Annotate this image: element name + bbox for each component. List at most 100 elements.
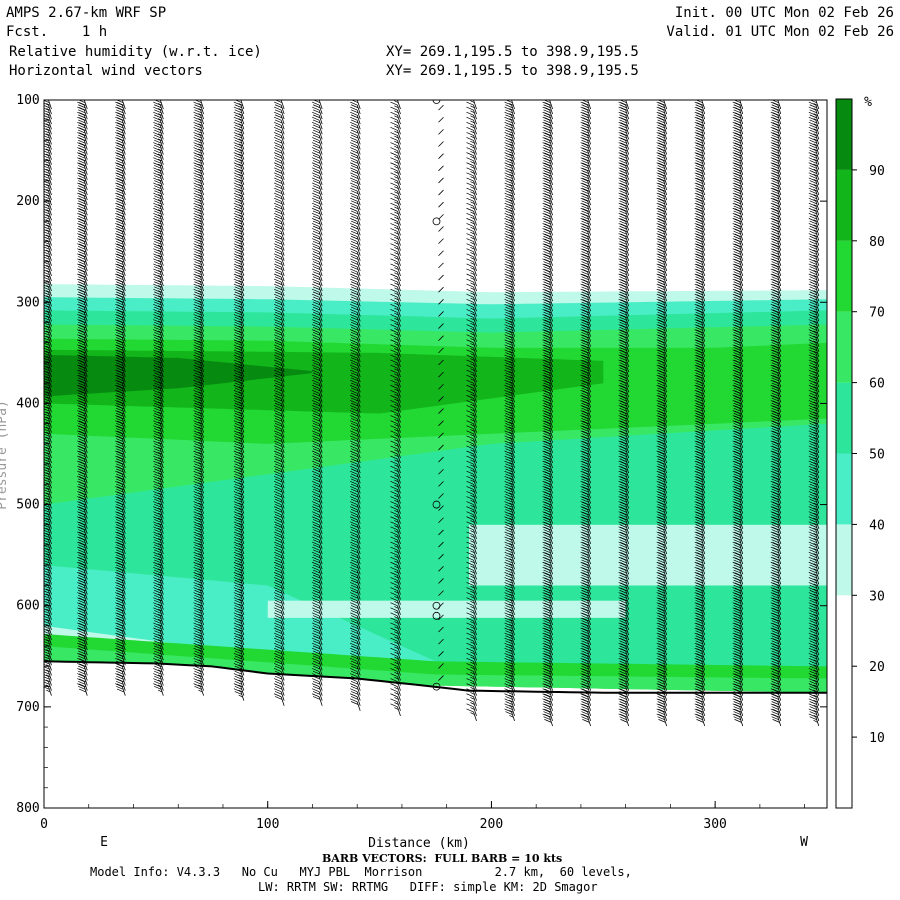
wind-barb-half-flag — [198, 416, 203, 420]
wind-barb — [48, 565, 52, 575]
wind-barb — [48, 266, 52, 277]
wind-barb — [240, 170, 245, 180]
wind-barb — [83, 565, 88, 575]
wind-barb-flag — [234, 615, 242, 619]
wind-barb-half-flag — [198, 573, 203, 577]
wind-barb-flag — [194, 215, 202, 220]
wind-barb-flag — [44, 656, 50, 660]
wind-barb — [83, 216, 88, 226]
wind-barb-flag — [194, 392, 202, 397]
wind-barb — [200, 489, 204, 499]
wind-barb-flag — [44, 669, 49, 672]
wind-barb-flag — [466, 238, 474, 242]
wind-barb-half-flag — [157, 482, 163, 485]
wind-barb-flag — [234, 185, 242, 189]
wind-barb-half-flag — [238, 386, 243, 389]
wind-barb-flag — [154, 509, 162, 513]
wind-barb-flag — [115, 435, 123, 440]
wind-barb-half-flag — [157, 583, 163, 587]
wind-barb — [159, 504, 164, 514]
wind-barb — [240, 155, 245, 165]
wind-barb-flag — [116, 542, 125, 546]
wind-barb-flag — [193, 319, 201, 323]
wind-barb-flag — [44, 489, 50, 493]
wind-barb-flag — [116, 170, 124, 174]
wind-barb-flag — [153, 541, 161, 546]
wind-barb-flag — [77, 617, 85, 622]
wind-barb-flag — [77, 288, 85, 293]
wind-barb-flag — [116, 461, 125, 465]
wind-barb-flag — [193, 127, 201, 131]
wind-barb — [121, 590, 126, 600]
wind-barb-flag — [312, 230, 321, 235]
wind-barb-flag — [44, 208, 49, 212]
wind-barb-flag — [274, 417, 283, 422]
wind-barb-flag — [78, 675, 86, 680]
wind-barb-flag — [273, 157, 282, 162]
wind-barb-half-flag — [238, 320, 243, 324]
wind-barb-flag — [193, 486, 201, 490]
wind-barb-flag — [115, 182, 123, 187]
wind-barb-flag — [44, 112, 49, 116]
wind-barb — [318, 347, 323, 357]
wind-barb-half-flag — [157, 199, 163, 202]
wind-barb-flag — [78, 673, 87, 678]
wind-barb — [83, 671, 88, 681]
wind-barb-flag — [78, 324, 87, 329]
wind-barb — [121, 266, 126, 277]
wind-barb-flag — [116, 526, 125, 531]
wind-barb-flag — [193, 253, 201, 258]
wind-barb-flag — [193, 678, 201, 682]
wind-barb-flag — [78, 190, 86, 195]
wind-barb-flag — [312, 347, 321, 351]
wind-barb-flag — [274, 180, 283, 184]
wind-barb-flag — [312, 309, 320, 313]
wind-barb-flag — [390, 157, 398, 162]
wind-barb-flag — [77, 389, 85, 394]
wind-barb-flag — [116, 149, 124, 154]
wind-barb-flag — [194, 362, 202, 366]
wind-barb — [159, 332, 164, 342]
wind-barb-flag — [234, 503, 242, 508]
wind-barb-flag — [193, 106, 201, 111]
wind-barb-half-flag — [198, 462, 203, 465]
wind-barb-flag — [234, 205, 242, 210]
wind-barb-half-flag — [198, 224, 203, 228]
wind-barb-flag — [273, 420, 282, 424]
wind-barb-flag — [233, 632, 242, 637]
wind-barb-flag — [116, 193, 125, 197]
wind-barb-half-flag — [198, 320, 203, 324]
wind-barb-flag — [116, 471, 125, 475]
wind-barb-flag — [78, 688, 87, 693]
wind-barb — [159, 206, 164, 216]
wind-barb-flag — [78, 167, 87, 172]
wind-barb-flag — [116, 220, 124, 225]
wind-barb-flag — [115, 531, 123, 536]
wind-barb-flag — [78, 516, 87, 521]
wind-barb-half-flag — [157, 315, 163, 319]
wind-barb-flag — [115, 511, 123, 516]
wind-barb-flag — [154, 134, 162, 139]
wind-barb-half-flag — [46, 345, 51, 349]
wind-barb — [121, 221, 126, 231]
wind-barb-flag — [153, 344, 161, 349]
wind-barb — [240, 165, 245, 175]
wind-barb-flag — [194, 296, 202, 301]
wind-barb-flag — [194, 119, 202, 124]
wind-barb-flag — [44, 532, 49, 536]
wind-barb-flag — [116, 276, 124, 281]
wind-barb-flag — [116, 622, 125, 627]
wind-barb — [121, 443, 126, 454]
wind-barb-flag — [273, 152, 282, 156]
wind-barb-half-flag — [238, 123, 243, 126]
wind-barb-flag — [312, 207, 320, 212]
wind-barb-flag — [390, 212, 398, 217]
wind-barb — [48, 686, 52, 696]
wind-barb-flag — [234, 195, 242, 200]
wind-barb — [240, 135, 245, 145]
wind-barb-half-flag — [238, 300, 243, 303]
wind-barb-half-flag — [46, 229, 51, 233]
wind-barb-flag — [77, 202, 85, 207]
wind-barb — [240, 393, 245, 403]
wind-barb — [318, 201, 323, 211]
